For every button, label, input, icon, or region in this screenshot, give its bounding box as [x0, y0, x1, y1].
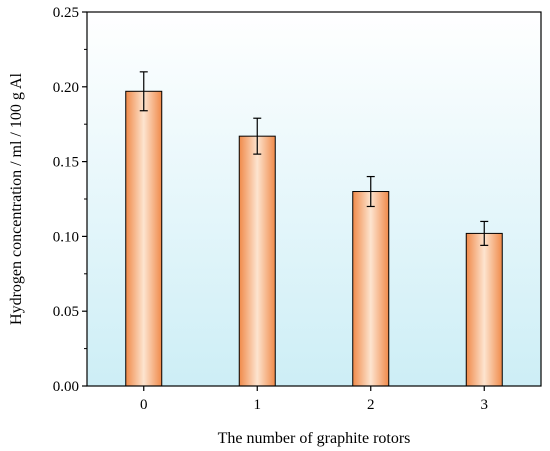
bar-3: [465, 232, 503, 387]
error-bar-3: [480, 220, 489, 246]
ticks-layer: 0 1 2 3 0.00 0.05 0.10 0.15 0.20 0.25: [53, 5, 488, 413]
plot-background: [87, 12, 541, 386]
bars-layer: [125, 90, 503, 387]
bar-2: [352, 191, 390, 387]
y-tick-label: 0.25: [53, 5, 79, 21]
y-tick-label: 0.00: [53, 379, 79, 395]
bar-0: [125, 90, 163, 387]
x-tick-label: 1: [254, 397, 262, 413]
x-tick-label: 0: [140, 397, 148, 413]
bar-1: [238, 135, 276, 387]
y-tick-label: 0.15: [53, 155, 79, 171]
y-tick-label: 0.20: [53, 80, 79, 96]
x-tick-label: 2: [367, 397, 375, 413]
y-tick-label: 0.05: [53, 304, 79, 320]
y-tick-label: 0.10: [53, 229, 79, 245]
error-bar-2: [366, 175, 375, 208]
x-axis-title: The number of graphite rotors: [218, 430, 411, 447]
error-bars-layer: [139, 71, 489, 246]
error-bar-0: [139, 71, 148, 112]
x-tick-label: 3: [481, 397, 489, 413]
error-bar-1: [253, 117, 262, 155]
y-axis-title: Hydrogen concentration / ml / 100 g Al: [8, 72, 25, 325]
